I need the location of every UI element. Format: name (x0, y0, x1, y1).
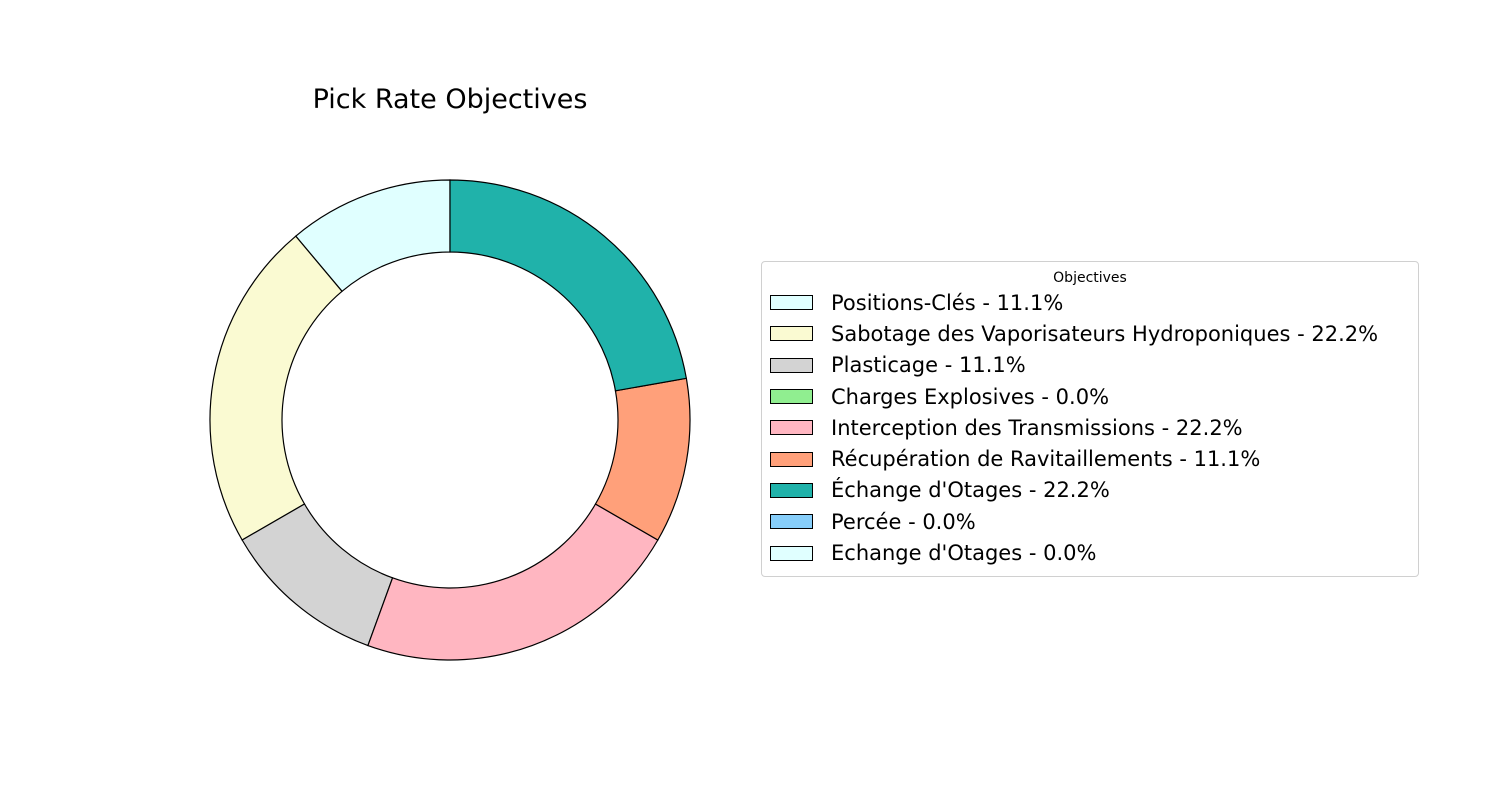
legend-swatch (770, 482, 813, 498)
legend-label: Récupération de Ravitaillements - 11.1% (831, 447, 1261, 472)
chart-title: Pick Rate Objectives (312, 84, 588, 115)
legend-item: Sabotage des Vaporisateurs Hydroponiques… (762, 318, 1418, 349)
donut-slice (367, 503, 659, 661)
legend-swatch (770, 420, 813, 436)
legend-swatch (770, 357, 813, 373)
legend-item: Echange d'Otages - 0.0% (762, 537, 1418, 568)
legend-item: Récupération de Ravitaillements - 11.1% (762, 443, 1418, 474)
legend-swatch (770, 514, 813, 530)
legend-item: Percée - 0.0% (762, 506, 1418, 537)
legend-item: Charges Explosives - 0.0% (762, 381, 1418, 412)
legend-swatch (770, 295, 813, 311)
donut-chart (209, 179, 691, 661)
legend-label: Interception des Transmissions - 22.2% (831, 415, 1243, 440)
legend-label: Échange d'Otages - 22.2% (831, 478, 1110, 503)
legend-swatch (770, 326, 813, 342)
legend-title: Objectives (1053, 270, 1127, 286)
donut-slice (209, 235, 343, 541)
legend: Objectives Positions-Clés - 11.1% Sabotag… (761, 261, 1419, 577)
legend-label: Positions-Clés - 11.1% (831, 290, 1064, 315)
legend-swatch (770, 451, 813, 467)
donut-slice (449, 179, 688, 392)
legend-item: Positions-Clés - 11.1% (762, 287, 1418, 318)
legend-label: Percée - 0.0% (831, 509, 976, 534)
legend-label: Plasticage - 11.1% (831, 353, 1026, 378)
legend-item: Interception des Transmissions - 22.2% (762, 412, 1418, 443)
legend-item: Plasticage - 11.1% (762, 350, 1418, 381)
legend-label: Charges Explosives - 0.0% (831, 384, 1110, 409)
legend-swatch (770, 545, 813, 561)
legend-swatch (770, 389, 813, 405)
legend-items: Positions-Clés - 11.1% Sabotage des Vapor… (762, 287, 1418, 569)
legend-item: Échange d'Otages - 22.2% (762, 475, 1418, 506)
legend-label: Echange d'Otages - 0.0% (831, 541, 1097, 566)
legend-label: Sabotage des Vaporisateurs Hydroponiques… (831, 321, 1379, 346)
